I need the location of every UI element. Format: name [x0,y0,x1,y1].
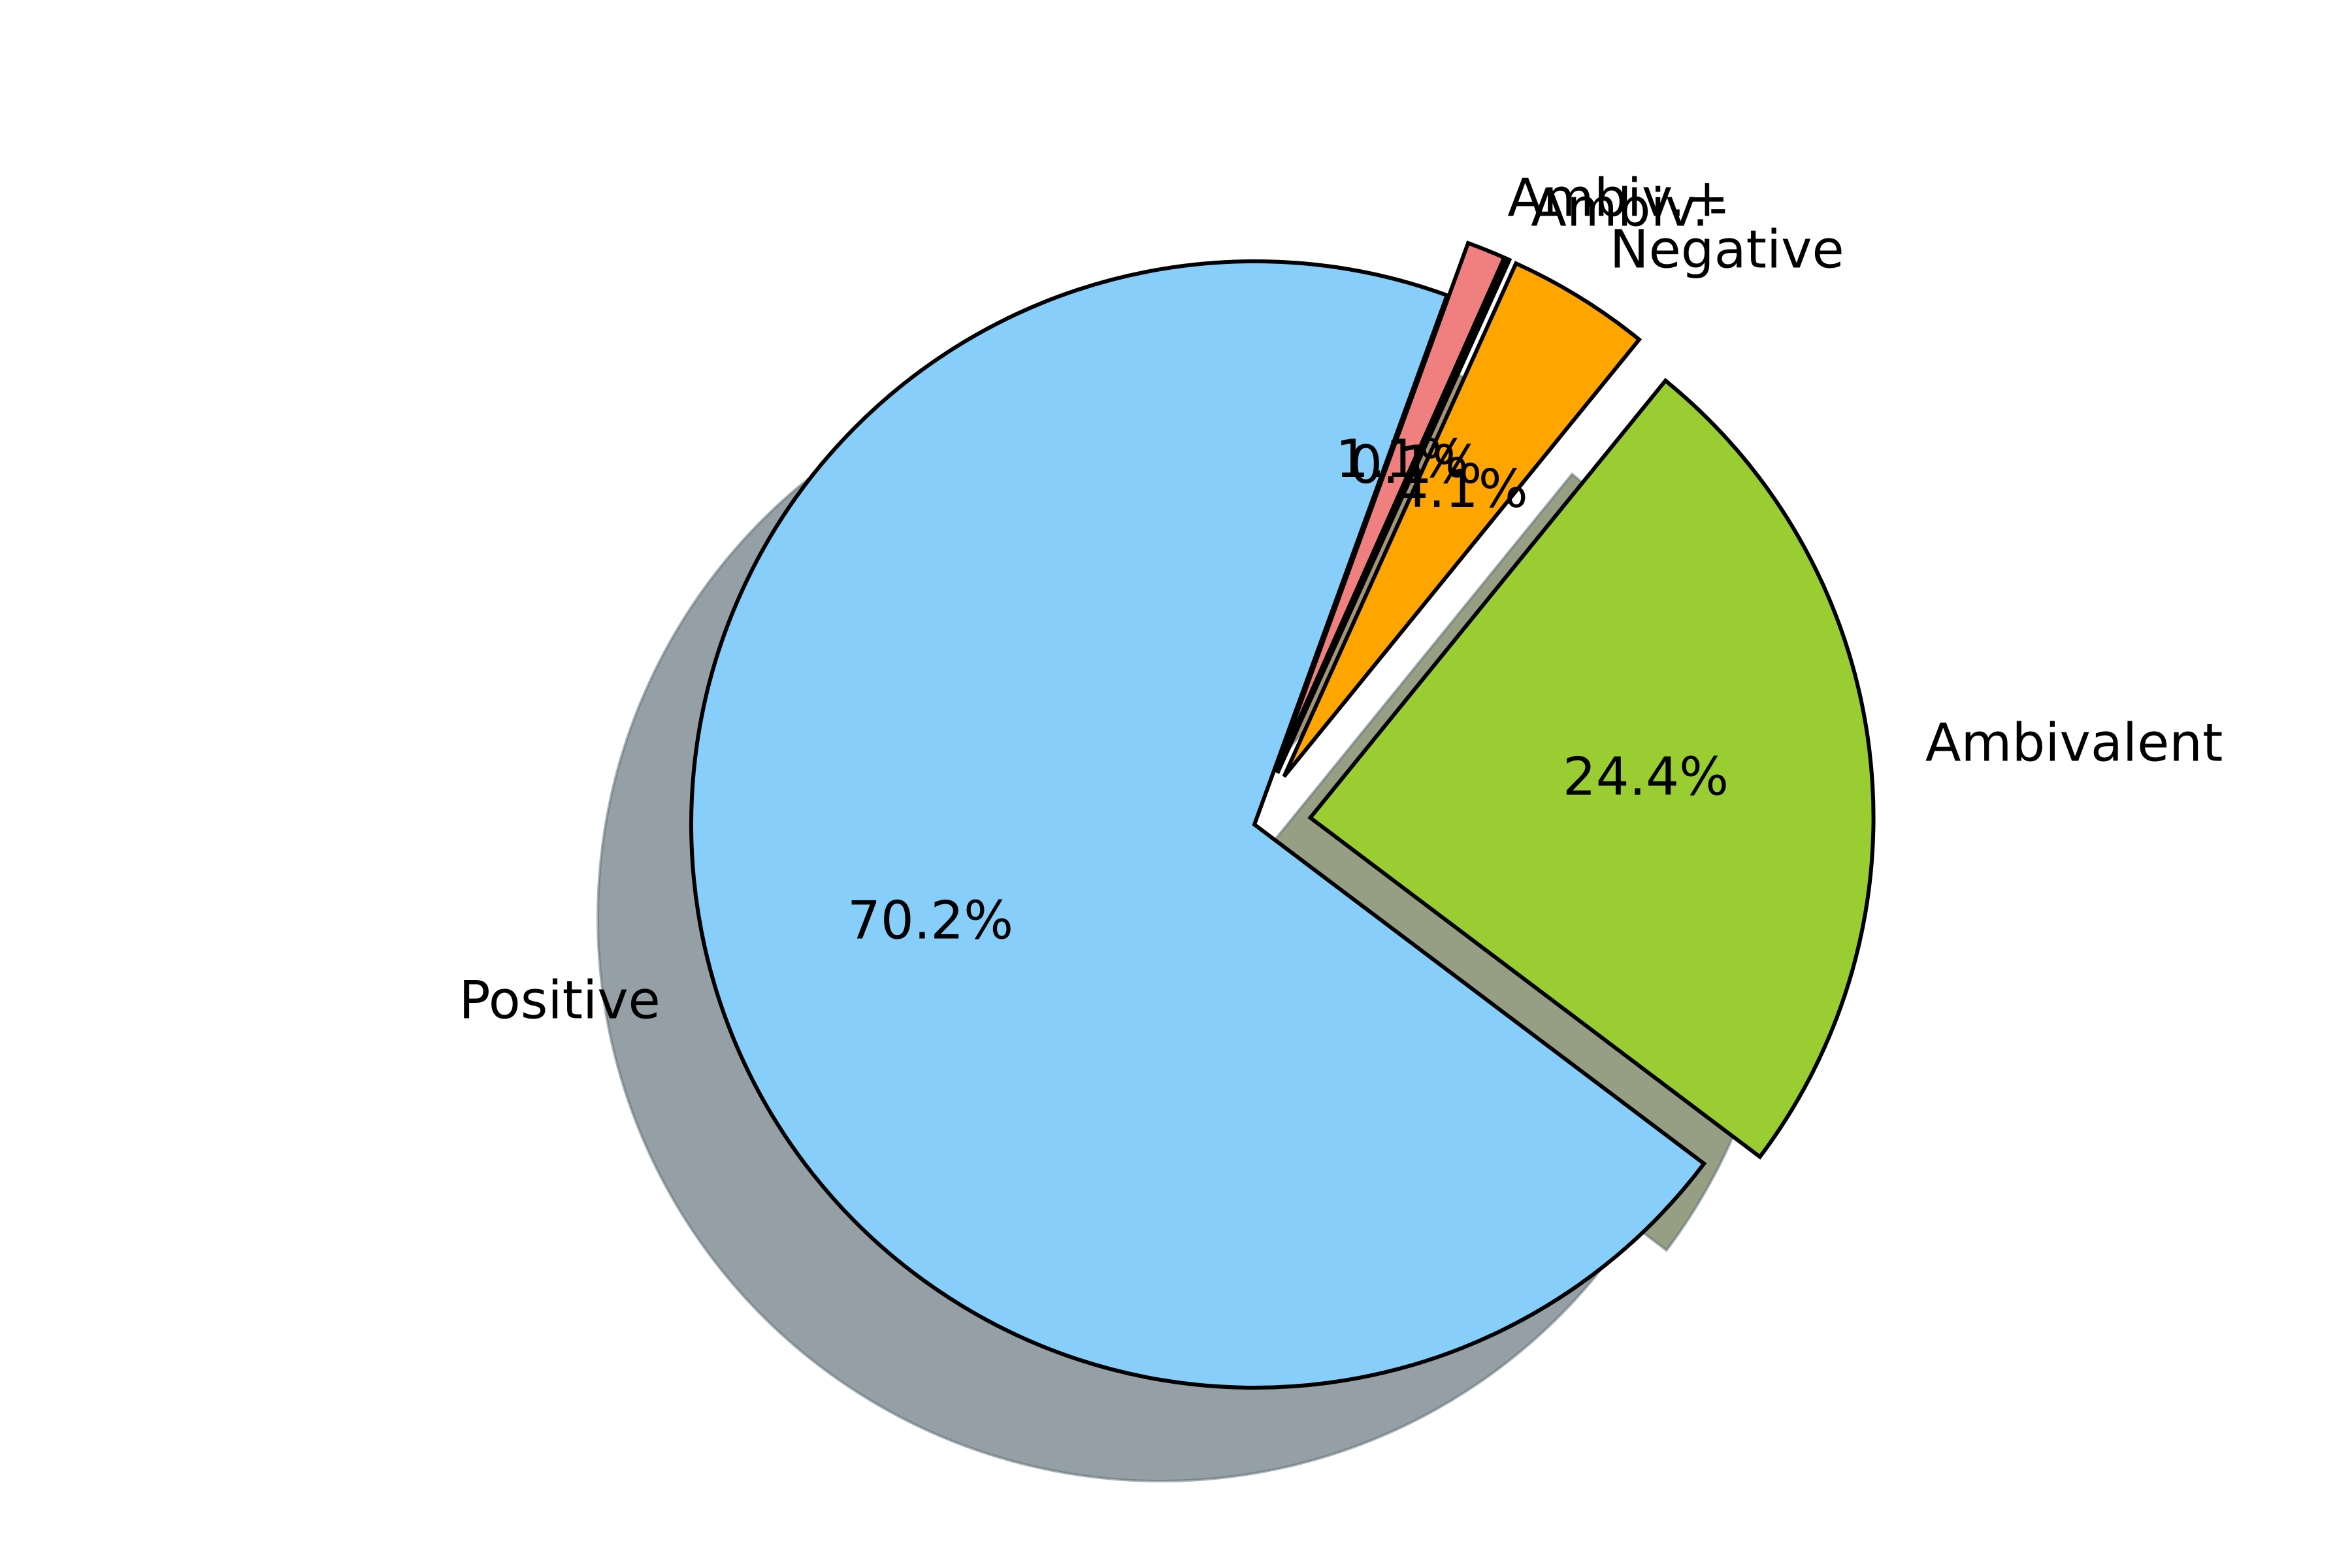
label-negative: Negative [1610,220,1844,280]
slice-ambiv[interactable] [1275,255,1512,774]
label-ambiv: Ambiv.+ [1507,167,1729,228]
slice-negative[interactable] [1282,261,1642,778]
slice-layer [689,240,1876,1390]
slice-ambivalent[interactable] [1307,378,1876,1160]
slice-ambiv[interactable] [1273,240,1507,774]
label-ambiv: Ambiv.- [1531,178,1727,238]
pct-ambivalent: 24.4% [1563,747,1729,808]
pct-ambiv: 1.1% [1335,429,1468,489]
label-ambivalent: Ambivalent [1925,713,2223,774]
label-layer: Positive 70.2% Ambivalent 24.4% Negative 4.1%… [459,167,2223,1030]
pct-negative: 4.1% [1396,459,1528,519]
pct-ambiv: 0.1% [1349,434,1482,495]
pct-positive: 70.2% [847,890,1013,951]
slice-positive[interactable] [689,259,1707,1390]
label-positive: Positive [459,970,660,1031]
